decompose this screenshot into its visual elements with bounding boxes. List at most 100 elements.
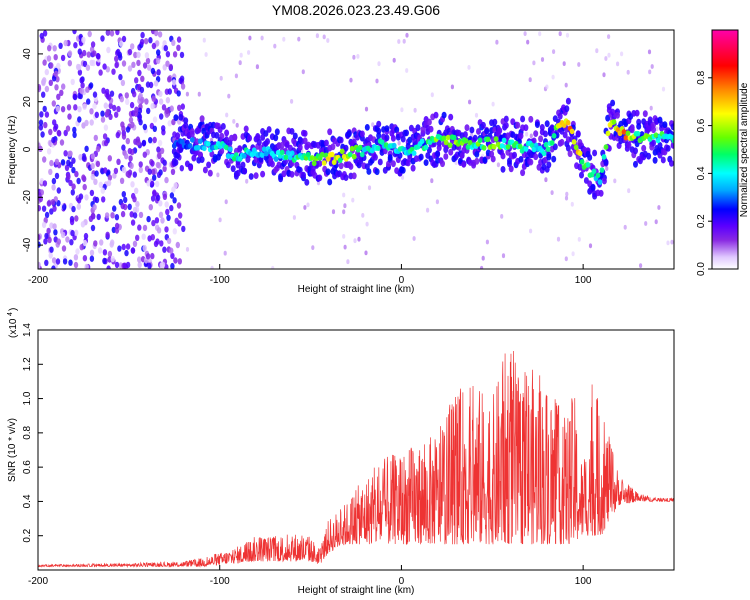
noise-cell [157,139,163,147]
noise-cell [124,153,129,160]
spectral-cell [448,113,454,121]
noise-cell [550,190,554,196]
spectral-cell [528,158,534,166]
noise-cell [151,42,157,50]
noise-cell [124,92,129,99]
spectral-cell [626,141,632,149]
y-tick-label: 0.6 [22,460,33,474]
spectral-cell [538,135,544,143]
spectral-cell [260,134,266,141]
spectral-peak-cell [223,144,229,151]
noise-cell [129,211,134,218]
spectral-cell [534,121,540,128]
noise-cell [142,224,148,232]
spectral-peak-cell [197,138,203,144]
noise-cell [93,178,98,185]
noise-cell [139,38,145,46]
noise-cell [371,122,375,127]
noise-cell [282,36,286,42]
noise-cell [44,111,50,118]
noise-cell [71,205,76,213]
spectral-cell [317,174,323,182]
noise-cell [177,104,182,112]
spectral-cell [387,154,393,161]
noise-cell [92,50,97,57]
spectral-cell [565,144,571,152]
spectral-cell [317,160,323,167]
spectral-cell [507,157,512,165]
noise-cell [120,202,125,210]
noise-cell [364,250,368,256]
noise-cell [60,106,66,113]
noise-cell [565,32,570,38]
noise-cell [114,222,120,230]
spectral-cell [441,111,447,119]
noise-cell [51,100,56,107]
noise-cell [41,205,47,212]
noise-cell [245,178,249,184]
spectral-cell [436,144,442,152]
noise-cell [564,82,568,88]
noise-cell [564,195,569,201]
spectral-cell [508,165,514,173]
noise-cell [172,51,178,58]
noise-cell [158,200,163,207]
noise-cell [141,233,146,240]
noise-cell [232,119,236,124]
spectral-cell [510,118,516,126]
noise-cell [604,56,608,61]
noise-cell [106,46,111,54]
noise-cell [59,139,65,146]
noise-cell [114,55,119,63]
spectral-cell [533,130,539,138]
noise-cell [122,262,128,269]
spectral-peak-cell [359,151,365,158]
noise-cell [107,256,112,263]
noise-cell [68,150,73,157]
y-tick-label: 0 [22,146,33,152]
noise-cell [51,257,57,264]
spectral-cell [188,164,194,172]
noise-cell [135,234,140,241]
noise-cell [61,83,66,90]
noise-cell [88,215,94,222]
noise-cell [155,238,160,245]
noise-cell [343,244,347,250]
snr-panel: -200 -100 0 100 0.2 0.4 0.6 0.8 1.0 1.2 1.4 Height… [7,308,675,596]
noise-cell [144,52,150,59]
noise-cell [147,168,152,175]
spectral-peak-cell [467,139,473,146]
colorbar: 0.0 0.2 0.4 0.6 0.8 Normalized spectral ampl… [696,29,750,276]
spectral-peak-cell [499,143,505,149]
spectral-peak-cell [411,150,417,156]
spectral-cell [528,115,534,123]
noise-cell [41,221,47,229]
noise-cell [164,176,169,184]
noise-cell [123,196,128,204]
noise-cell [71,166,76,174]
spectral-peak-cell [623,134,629,141]
noise-cell [66,173,71,180]
noise-cell [108,102,113,110]
noise-cell [125,98,130,106]
noise-cell [156,146,161,153]
spectral-cell [304,179,310,186]
noise-cell [481,255,485,261]
spectral-cell [400,166,406,174]
noise-cell [595,48,599,54]
spectral-cell [636,123,642,130]
spectral-cell [301,171,306,179]
noise-cell [169,247,174,254]
spectral-cell [327,178,333,186]
noise-cell [48,252,53,259]
noise-cell [413,107,417,113]
spectral-cell [559,138,565,146]
noise-cell [156,227,162,234]
noise-cell [103,139,109,147]
noise-cell [176,36,182,43]
noise-cell [525,131,529,137]
x-tick-label: 100 [575,275,592,286]
noise-cell [639,263,643,268]
colorbar-gradient [712,30,738,269]
spectral-peak-cell [419,138,425,144]
